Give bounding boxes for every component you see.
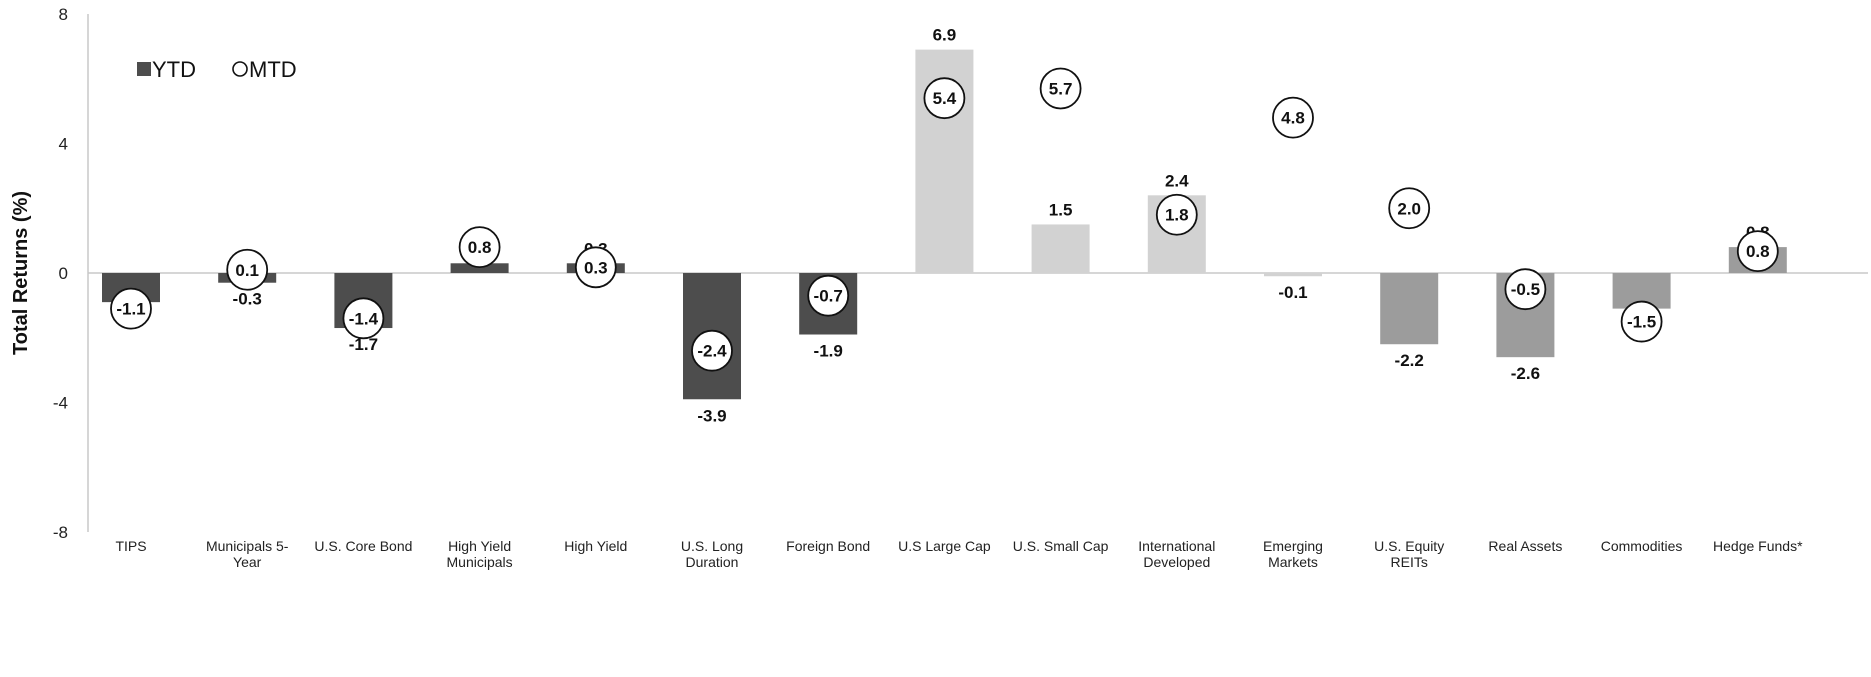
ytd-bar [450, 263, 509, 273]
y-tick-label: -8 [53, 523, 68, 542]
category-label: TIPS [115, 538, 146, 554]
mtd-marker [1039, 67, 1082, 110]
legend-ytd-label: YTD [152, 57, 196, 82]
category-label: Developed [1143, 554, 1210, 570]
legend: YTD MTD [137, 57, 297, 82]
category-label: Foreign Bond [786, 538, 870, 554]
category-label: Year [233, 554, 262, 570]
mtd-marker [1620, 300, 1663, 343]
category-label: U.S. Core Bond [314, 538, 412, 554]
mtd-value-label: -1.5 [1627, 313, 1656, 332]
category-label: Duration [686, 554, 739, 570]
ytd-value-label: -0.3 [233, 290, 262, 309]
category-label: U.S. Small Cap [1013, 538, 1109, 554]
mtd-marker [807, 274, 850, 317]
ytd-bar [1264, 273, 1322, 277]
ytd-value-label: 6.9 [933, 26, 957, 45]
ytd-value-label: -1.7 [349, 335, 378, 354]
ytd-value-label: -3.9 [697, 406, 726, 425]
mtd-value-label: 5.7 [1049, 79, 1073, 98]
ytd-value-label: -1.9 [814, 342, 843, 361]
mtd-marker [1155, 193, 1198, 236]
mtd-value-label: 2.0 [1397, 199, 1421, 218]
category-label: Hedge Funds* [1713, 538, 1803, 554]
category-label: International [1138, 538, 1215, 554]
category-label: Municipals [447, 554, 513, 570]
mtd-value-label: -1.4 [349, 309, 379, 328]
ytd-value-label: -0.1 [1278, 283, 1307, 302]
mtd-marker [1504, 268, 1547, 311]
ytd-value-label: 1.5 [1049, 200, 1073, 219]
ytd-value-label: -2.6 [1511, 364, 1540, 383]
mtd-value-label: -0.5 [1511, 280, 1540, 299]
mtd-marker [342, 297, 385, 340]
category-label: U.S Large Cap [898, 538, 991, 554]
ytd-value-label: -2.2 [1395, 351, 1424, 370]
mtd-marker [1736, 230, 1779, 273]
mtd-marker [1388, 187, 1431, 230]
mtd-value-label: -2.4 [697, 342, 727, 361]
mtd-layer: -1.1 0.1 -1.4 0.8 0.3 -2.4 -0.7 5.4 5.7 1.8 4.8 2.0… [110, 67, 1779, 372]
mtd-marker [1272, 96, 1314, 139]
mtd-value-label: 0.8 [468, 238, 492, 257]
y-axis-title: Total Returns (%) [10, 191, 32, 355]
mtd-value-label: -1.1 [116, 300, 145, 319]
y-tick-label: 8 [59, 5, 68, 24]
mtd-value-label: 1.8 [1165, 206, 1189, 225]
mtd-marker [574, 246, 617, 289]
category-label: Commodities [1601, 538, 1683, 554]
ytd-value-label: 2.4 [1165, 171, 1189, 190]
category-label: REITs [1391, 554, 1428, 570]
y-tick-label: -4 [53, 394, 68, 413]
ytd-bar [1031, 224, 1090, 273]
y-tick-label: 4 [59, 135, 68, 154]
mtd-value-label: 0.8 [1746, 242, 1770, 261]
category-label: High Yield [564, 538, 627, 554]
mtd-value-label: 0.3 [584, 258, 608, 277]
legend-mtd-label: MTD [249, 57, 297, 82]
category-label: U.S. Equity [1374, 538, 1444, 554]
category-label: Real Assets [1488, 538, 1562, 554]
legend-ytd-swatch [137, 62, 151, 76]
category-label: Markets [1268, 554, 1318, 570]
category-label: U.S. Long [681, 538, 743, 554]
category-label: Municipals 5- [206, 538, 289, 554]
mtd-marker [226, 248, 269, 291]
mtd-marker [110, 287, 152, 330]
mtd-value-label: -0.7 [814, 287, 843, 306]
mtd-value-label: 0.1 [235, 261, 259, 280]
category-label: High Yield [448, 538, 511, 554]
y-tick-label: 0 [59, 264, 68, 283]
mtd-value-label: 5.4 [933, 89, 957, 108]
mtd-value-label: 4.8 [1281, 109, 1305, 128]
mtd-marker [458, 226, 501, 269]
ytd-bar [1380, 273, 1439, 345]
legend-mtd-swatch [232, 61, 248, 77]
category-label: Emerging [1263, 538, 1323, 554]
mtd-marker [923, 77, 966, 120]
mtd-marker [691, 329, 733, 372]
